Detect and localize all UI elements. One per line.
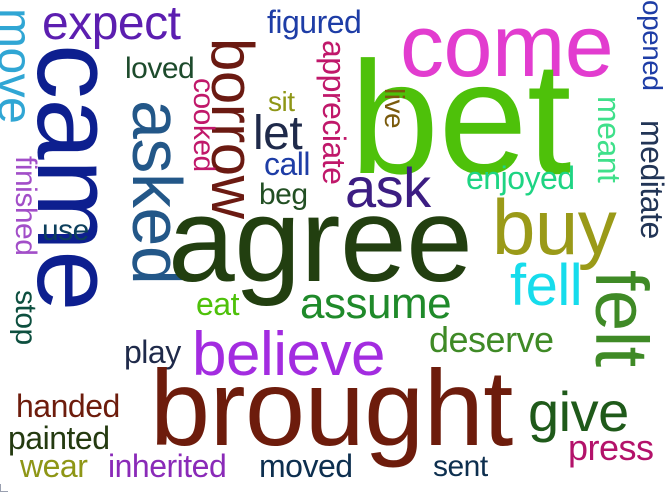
word-sent: sent xyxy=(433,450,488,483)
word-wear: wear xyxy=(20,448,88,484)
word-ask: ask xyxy=(345,156,431,219)
word-meditate: meditate xyxy=(634,120,670,239)
word-agree: agree xyxy=(168,173,473,307)
word-felt: felt xyxy=(580,270,663,367)
word-finished: finished xyxy=(9,156,42,256)
word-let: let xyxy=(253,107,303,160)
word-live: live xyxy=(379,88,410,129)
word-eat: eat xyxy=(196,286,239,322)
word-believe: believe xyxy=(192,320,385,389)
word-expect: expect xyxy=(42,0,181,50)
word-come: come xyxy=(400,0,614,95)
word-painted: painted xyxy=(8,420,110,456)
word-figured: figured xyxy=(267,4,362,40)
word-call: call xyxy=(264,146,311,182)
word-beg: beg xyxy=(259,178,308,211)
word-meant: meant xyxy=(591,96,627,183)
word-assume: assume xyxy=(300,279,452,328)
word-play: play xyxy=(124,334,181,370)
word-moved: moved xyxy=(259,448,353,484)
word-bet: bet xyxy=(350,28,571,207)
word-press: press xyxy=(568,427,654,468)
word-deserve: deserve xyxy=(429,319,554,360)
word-stop: stop xyxy=(9,290,42,345)
word-enjoyed: enjoyed xyxy=(466,160,575,196)
word-give: give xyxy=(528,380,629,443)
word-cooked: cooked xyxy=(187,78,220,172)
word-opened: opened xyxy=(637,0,668,91)
word-handed: handed xyxy=(16,388,120,424)
word-sit: sit xyxy=(268,86,295,117)
word-loved: loved xyxy=(125,52,195,85)
word-use: use xyxy=(42,214,89,247)
word-brought: brought xyxy=(150,347,513,468)
corner-mark xyxy=(0,484,8,492)
word-inherited: inherited xyxy=(108,448,227,484)
word-fell: fell xyxy=(510,253,583,318)
word-buy: buy xyxy=(492,183,617,271)
